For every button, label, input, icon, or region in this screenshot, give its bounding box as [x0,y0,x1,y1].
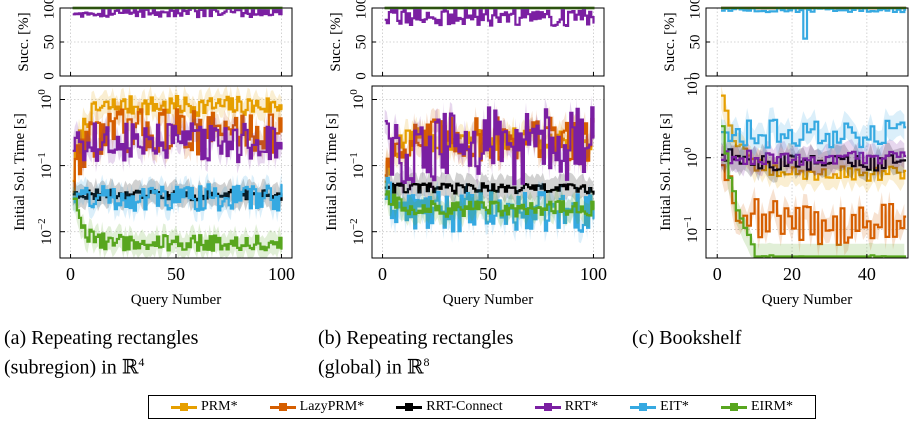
x-axis-label: Query Number [762,292,852,308]
y-tick-label-top: 50 [687,35,703,50]
y-tick-label-bottom: 100 [36,89,56,110]
time-line-eit-star [721,118,907,149]
x-tick-label: 50 [167,264,185,284]
caption-a-line2: (subregion) in ℝ [4,356,139,379]
y-tick-label-top: 100 [687,0,703,19]
legend: PRM* LazyPRM* RRT-Connect RRT* EIT* EIRM… [148,395,816,419]
confidence-band-rrt-connect [721,136,905,183]
y-tick-label-bottom: 10−2 [36,218,56,245]
x-tick-label: 100 [580,264,607,284]
success-line-rrt-star [72,6,283,19]
success-line-eit-star [721,6,907,40]
chart-panel-a: 0 50 100 Query Number 0 50 100 Succ. [%] 100 10−1… [12,0,295,308]
y-tick-label-bottom: 10−1 [682,216,702,243]
time-line-eit-star [72,183,283,212]
time-plot-frame [705,85,909,259]
time-line-rrt-star [721,149,907,166]
legend-item-rrtstar: RRT* [534,399,599,415]
time-line-eirm-star [721,125,907,258]
x-tick-label: 50 [479,264,497,284]
legend-swatch-prm [171,402,198,411]
confidence-band-lazyprm-star [72,97,282,204]
time-line-eirm-star [384,190,595,218]
x-tick-label: 100 [268,264,295,284]
y-axis-label-time: Initial Sol. Time [s] [12,113,28,231]
x-axis-label: Query Number [131,292,221,308]
time-line-lazyprm-star [721,164,907,246]
y-tick-label-top: 0 [353,72,369,80]
x-tick-label: 0 [713,264,722,284]
confidence-band-prm-star [72,86,282,193]
caption-c-line1: (c) Bookshelf [632,327,742,349]
y-axis-label-time: Initial Sol. Time [s] [658,113,674,231]
caption-b-exponent: 8 [423,355,430,369]
legend-swatch-eit [630,402,657,411]
y-tick-label-bottom: 100 [348,89,368,110]
legend-label-rrtstar: RRT* [564,399,599,414]
caption-b-line2: (global) in ℝ [318,356,424,379]
y-axis-label-time: Initial Sol. Time [s] [324,113,340,231]
y-tick-label-bottom: 100 [682,147,702,168]
caption-c: (c) Bookshelf [632,326,741,350]
y-axis-label-success: Succ. [%] [16,12,32,71]
legend-swatch-eirm [720,402,747,411]
legend-label-rrtconnect: RRT-Connect [426,399,503,414]
caption-a-exponent: 4 [138,355,145,369]
time-line-eirm-star [72,197,283,252]
time-line-prm-star [721,94,907,182]
y-tick-label-bottom: 10−1 [348,152,368,179]
caption-a-line1: (a) Repeating rectangles [4,327,199,349]
x-axis-label: Query Number [443,292,533,308]
y-tick-label-top: 100 [41,0,57,19]
x-tick-label: 40 [858,264,876,284]
x-tick-label: 0 [66,264,75,284]
legend-swatch-lazyprm [269,402,296,411]
y-tick-label-top: 100 [353,0,369,19]
time-line-rrt-star [384,106,595,186]
legend-label-eirm: EIRM* [750,399,793,414]
legend-item-prm: PRM* [171,399,238,415]
y-axis-label-success: Succ. [%] [662,12,678,71]
legend-swatch-rrtstar [534,402,561,411]
legend-item-rrtconnect: RRT-Connect [396,399,503,415]
legend-item-lazyprm: LazyPRM* [269,399,365,415]
y-tick-label-bottom: 10−2 [348,218,368,245]
y-tick-label-bottom: 10−1 [36,152,56,179]
legend-item-eit: EIT* [630,399,689,415]
caption-b-line1: (b) Repeating rectangles [318,327,514,349]
x-tick-label: 0 [378,264,387,284]
chart-panel-c: 0 20 40 Query Number 0 50 100 Succ. [%]101 100 10… [658,0,909,308]
y-tick-label-top: 0 [41,72,57,80]
y-tick-label-top: 50 [353,35,369,50]
caption-a: (a) Repeating rectangles (subregion) in … [4,326,198,380]
legend-label-lazyprm: LazyPRM* [299,399,365,414]
success-line-rrt-star [384,6,595,27]
legend-label-prm: PRM* [201,399,238,414]
y-tick-label-top: 0 [687,72,703,80]
legend-item-eirm: EIRM* [720,399,793,415]
y-axis-label-success: Succ. [%] [328,12,344,71]
y-tick-label-top: 50 [41,35,57,50]
y-tick-label-bottom: 101 [682,76,702,97]
chart-panel-b: 0 50 100 Query Number 0 50 100 Succ. [%] 100 10−1… [324,0,607,308]
caption-b: (b) Repeating rectangles (global) in ℝ8 [318,326,513,380]
time-line-rrt-star [72,122,283,164]
legend-label-eit: EIT* [660,399,689,414]
legend-swatch-rrtconnect [396,402,423,411]
time-line-prm-star [72,95,283,183]
x-tick-label: 20 [783,264,801,284]
